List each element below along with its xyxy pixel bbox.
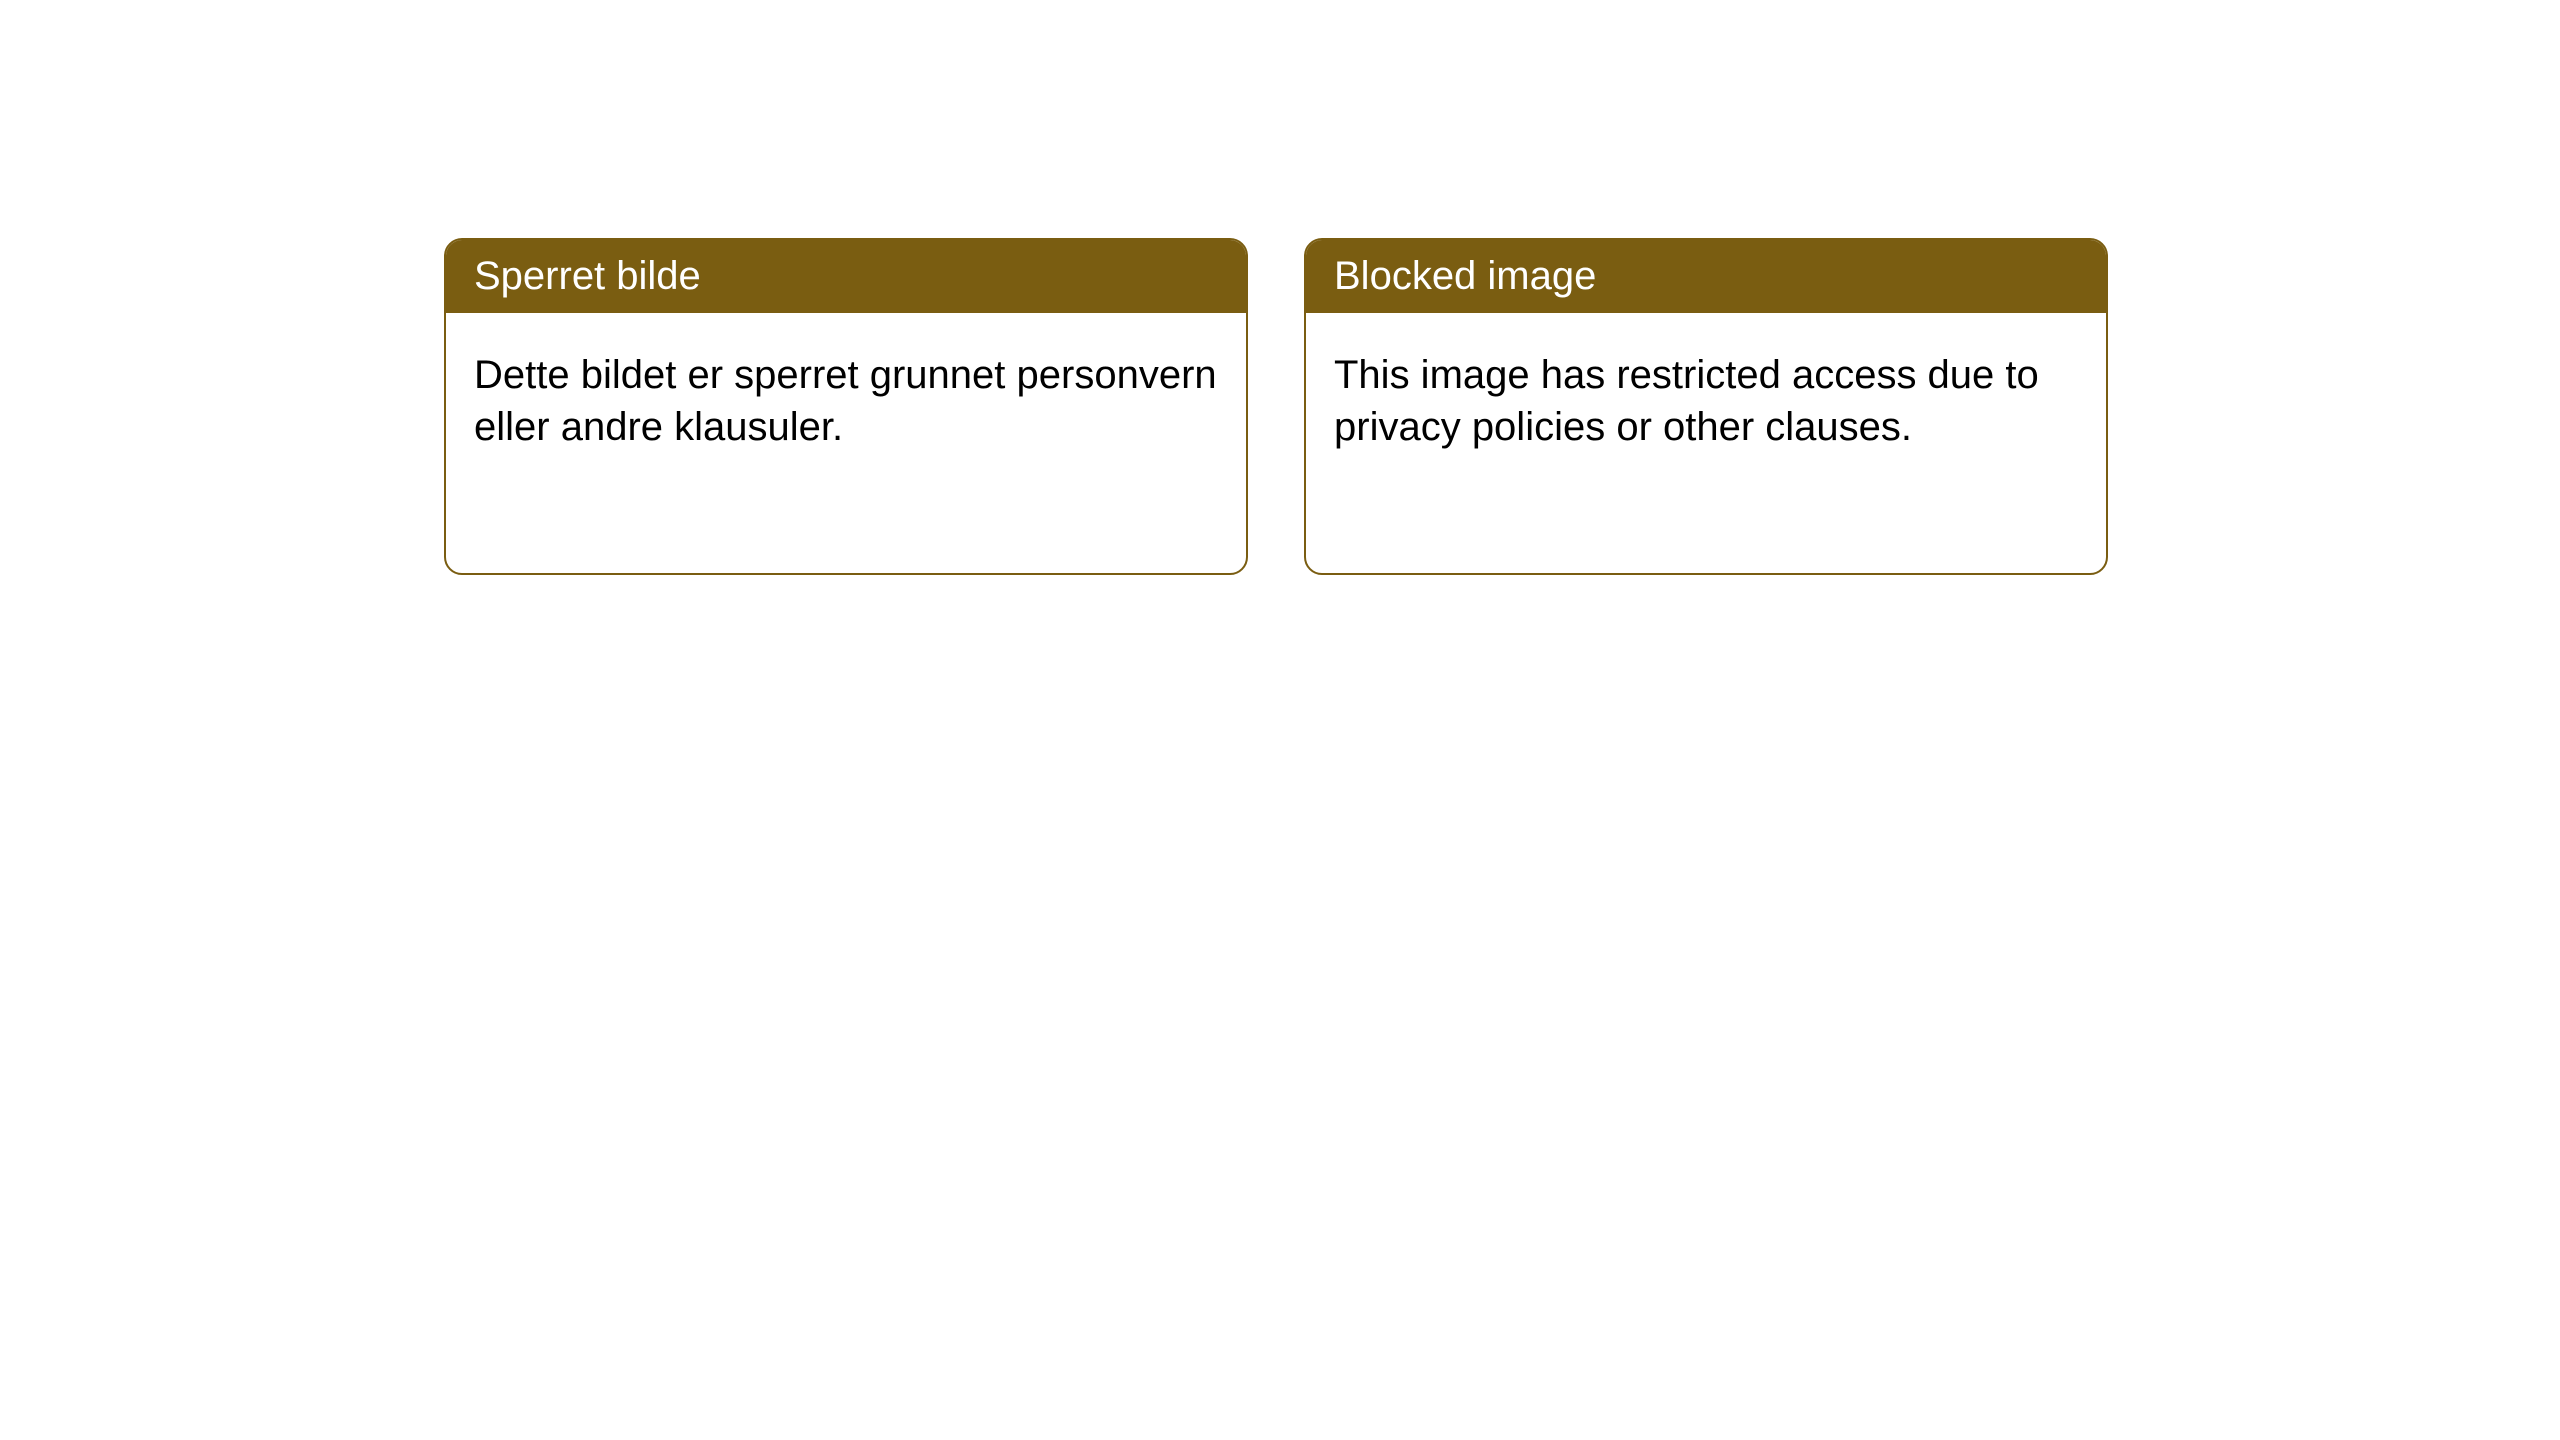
card-header: Sperret bilde [446, 240, 1246, 313]
card-title: Blocked image [1334, 254, 1596, 298]
card-header: Blocked image [1306, 240, 2106, 313]
card-body-text: Dette bildet er sperret grunnet personve… [474, 353, 1217, 449]
card-body: Dette bildet er sperret grunnet personve… [446, 313, 1246, 489]
notice-cards-container: Sperret bilde Dette bildet er sperret gr… [444, 238, 2108, 575]
notice-card-norwegian: Sperret bilde Dette bildet er sperret gr… [444, 238, 1248, 575]
card-body-text: This image has restricted access due to … [1334, 353, 2039, 449]
card-body: This image has restricted access due to … [1306, 313, 2106, 489]
card-title: Sperret bilde [474, 254, 701, 298]
notice-card-english: Blocked image This image has restricted … [1304, 238, 2108, 575]
